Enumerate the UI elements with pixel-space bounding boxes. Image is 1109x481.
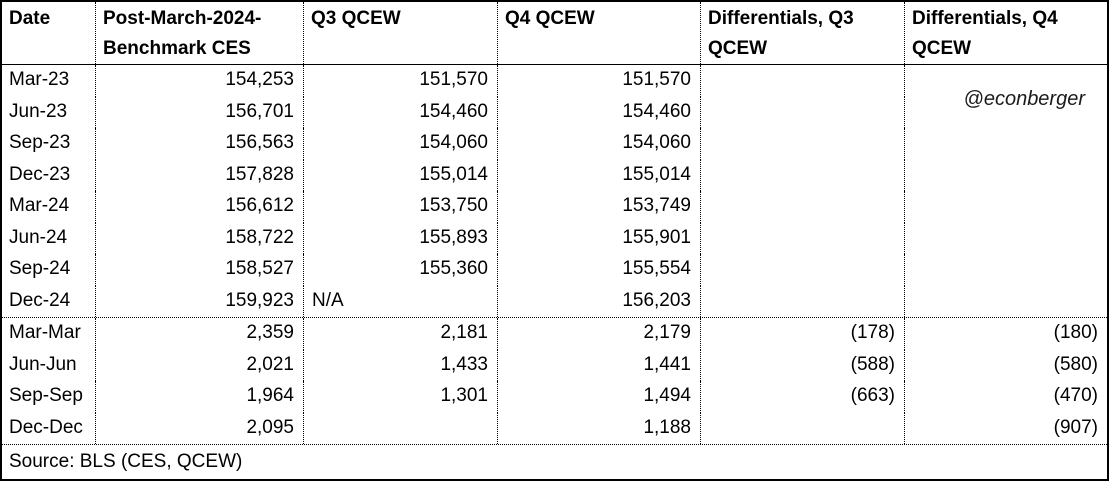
table-row: Sep-24 158,527 155,360 155,554 bbox=[2, 254, 1107, 286]
cell-value: 156,701 bbox=[96, 96, 304, 128]
cell-value: 154,460 bbox=[498, 96, 701, 128]
cell-value: (580) bbox=[1053, 353, 1098, 375]
table-row: Mar-Mar 2,359 2,181 2,179 (178) (180) bbox=[2, 318, 1107, 350]
cell-value: 1,441 bbox=[498, 349, 701, 381]
cell-value: 154,060 bbox=[304, 128, 498, 160]
cell-value bbox=[905, 191, 1107, 223]
cell-value: (470) bbox=[1053, 385, 1098, 407]
cell-value: 2,021 bbox=[96, 349, 304, 381]
source-note: Source: BLS (CES, QCEW) bbox=[9, 450, 243, 472]
cell-value: 151,570 bbox=[304, 65, 498, 97]
cell-value: 153,749 bbox=[498, 191, 701, 223]
cell-value: (180) bbox=[1053, 322, 1098, 344]
cell-value bbox=[701, 96, 905, 128]
cell-value: N/A bbox=[304, 285, 498, 317]
cell-value: (663) bbox=[701, 381, 905, 413]
cell-value: 2,179 bbox=[498, 318, 701, 350]
cell-date: Jun-Jun bbox=[2, 349, 96, 381]
cell-date: Sep-23 bbox=[2, 128, 96, 160]
cell-value: 2,181 bbox=[304, 318, 498, 350]
table-row: Mar-23 154,253 151,570 151,570 bbox=[2, 65, 1107, 97]
cell-value: 159,923 bbox=[96, 285, 304, 317]
cell-date: Mar-Mar bbox=[2, 318, 96, 350]
column-header-q4-qcew: Q4 QCEW bbox=[498, 2, 701, 64]
cell-value: 156,203 bbox=[498, 285, 701, 317]
cell-value: 1,301 bbox=[304, 381, 498, 413]
levels-section: Mar-23 154,253 151,570 151,570 Jun-23 156,701… bbox=[2, 65, 1107, 317]
cell-value: 155,360 bbox=[304, 254, 498, 286]
cell-value: 157,828 bbox=[96, 159, 304, 191]
cell-value: 155,893 bbox=[304, 222, 498, 254]
cell-value bbox=[701, 285, 905, 317]
table-row: Jun-24 158,722 155,893 155,901 bbox=[2, 222, 1107, 255]
cell-value bbox=[701, 222, 905, 254]
cell-value bbox=[701, 254, 905, 286]
cell-value: 2,095 bbox=[96, 412, 304, 444]
cell-value: 1,188 bbox=[498, 412, 701, 444]
cell-value: 155,014 bbox=[304, 159, 498, 191]
cell-value: 158,722 bbox=[96, 222, 304, 254]
cell-date: Dec-Dec bbox=[2, 412, 96, 444]
cell-date: Dec-24 bbox=[2, 285, 96, 317]
cell-value bbox=[905, 223, 1107, 255]
table-row: Jun-Jun 2,021 1,433 1,441 (588) (580) bbox=[2, 349, 1107, 381]
table-row: Dec-24 159,923 N/A 156,203 bbox=[2, 285, 1107, 318]
cell-value: 2,359 bbox=[96, 318, 304, 350]
cell-date: Sep-Sep bbox=[2, 381, 96, 413]
column-header-date: Date bbox=[2, 2, 96, 64]
cell-value: 155,554 bbox=[498, 254, 701, 286]
table-row: Dec-23 157,828 155,014 155,014 bbox=[2, 159, 1107, 192]
column-header-benchmark-ces: Post-March-2024- Benchmark CES bbox=[96, 2, 304, 64]
cell-value: 155,014 bbox=[498, 159, 701, 191]
cell-value: 156,563 bbox=[96, 128, 304, 160]
table-row: Jun-23 156,701 154,460 154,460 bbox=[2, 96, 1107, 128]
cell-value: 155,901 bbox=[498, 222, 701, 254]
cell-value: 156,612 bbox=[96, 191, 304, 223]
cell-value bbox=[701, 128, 905, 160]
cell-value: (907) bbox=[1053, 416, 1098, 438]
cell-value bbox=[701, 159, 905, 191]
cell-value bbox=[701, 65, 905, 97]
cell-date: Mar-23 bbox=[2, 65, 96, 97]
cell-value: 151,570 bbox=[498, 65, 701, 97]
watermark: @econberger bbox=[963, 88, 1085, 110]
cell-value: (588) bbox=[701, 349, 905, 381]
cell-value bbox=[905, 160, 1107, 192]
cell-value: 154,460 bbox=[304, 96, 498, 128]
column-header-diff-q3-qcew: Differentials, Q3 QCEW bbox=[701, 2, 905, 64]
cell-value bbox=[701, 191, 905, 223]
table-row: Sep-23 156,563 154,060 154,060 bbox=[2, 128, 1107, 160]
cell-value: (178) bbox=[701, 318, 905, 350]
cell-value bbox=[905, 128, 1107, 160]
cell-date: Sep-24 bbox=[2, 254, 96, 286]
cell-value: 1,494 bbox=[498, 381, 701, 413]
header-row: Date Post-March-2024- Benchmark CES Q3 Q… bbox=[2, 2, 1107, 65]
cell-value bbox=[701, 412, 905, 444]
cell-value: 158,527 bbox=[96, 254, 304, 286]
cell-date: Jun-23 bbox=[2, 96, 96, 128]
source-row: Source: BLS (CES, QCEW) bbox=[2, 444, 1107, 479]
column-header-q3-qcew: Q3 QCEW bbox=[304, 2, 498, 64]
table-row: Mar-24 156,612 153,750 153,749 bbox=[2, 191, 1107, 223]
table-row: Dec-Dec 2,095 1,188 (907) bbox=[2, 412, 1107, 444]
cell-value bbox=[304, 412, 498, 444]
differentials-section: Mar-Mar 2,359 2,181 2,179 (178) (180) Jun-Jun 2… bbox=[2, 317, 1107, 444]
cell-value: 154,253 bbox=[96, 65, 304, 97]
cell-date: Dec-23 bbox=[2, 159, 96, 191]
cell-date: Jun-24 bbox=[2, 222, 96, 254]
cell-value bbox=[905, 254, 1107, 286]
cell-value: 154,060 bbox=[498, 128, 701, 160]
cell-value: 1,433 bbox=[304, 349, 498, 381]
cell-date: Mar-24 bbox=[2, 191, 96, 223]
cell-value bbox=[905, 286, 1107, 318]
column-header-diff-q4-qcew: Differentials, Q4 QCEW bbox=[912, 8, 1058, 59]
cell-value: 153,750 bbox=[304, 191, 498, 223]
cell-value: 1,964 bbox=[96, 381, 304, 413]
table-row: Sep-Sep 1,964 1,301 1,494 (663) (470) bbox=[2, 381, 1107, 413]
